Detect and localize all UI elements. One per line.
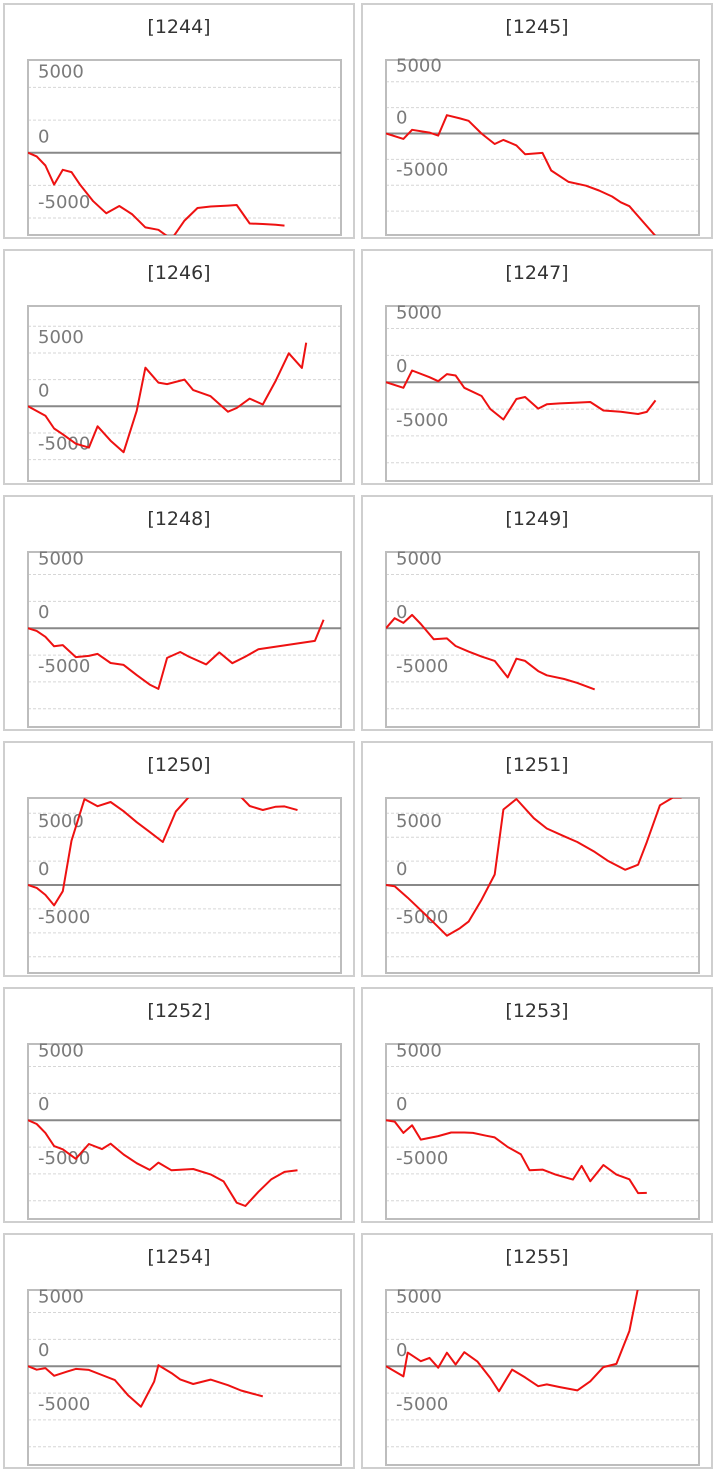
plot-frame <box>385 1043 700 1220</box>
plot-frame <box>27 551 342 728</box>
chart-title: [1253] <box>505 1000 569 1022</box>
plot-frame <box>27 1289 342 1466</box>
series-line <box>28 1119 298 1207</box>
line-chart: 5000 0 -5000 <box>27 797 342 974</box>
plot-frame <box>27 1043 342 1220</box>
chart-card: [1247] 5000 0 -5000 <box>361 249 713 485</box>
y-tick-label: 0 <box>38 859 49 880</box>
y-tick-label: 5000 <box>38 1287 84 1308</box>
chart-card: [1248] 5000 0 -5000 <box>3 495 355 731</box>
series-line <box>386 798 682 937</box>
series-line <box>28 1364 264 1408</box>
chart-card: [1253] 5000 0 -5000 <box>361 987 713 1223</box>
plot-frame <box>385 59 700 236</box>
series-line <box>28 151 285 235</box>
line-chart: 5000 0 -5000 <box>385 549 700 728</box>
series-line <box>28 798 298 907</box>
series-line <box>28 619 325 690</box>
y-tick-label: 0 <box>396 356 407 377</box>
y-tick-label: 0 <box>396 602 407 623</box>
y-tick-label: 5000 <box>38 1041 84 1062</box>
y-tick-label: -5000 <box>396 907 448 928</box>
line-chart: 5000 0 -5000 <box>27 1041 342 1220</box>
y-tick-label: -5000 <box>396 410 448 431</box>
chart-title: [1252] <box>147 1000 211 1022</box>
series-line <box>386 369 657 421</box>
chart-title: [1247] <box>505 262 569 284</box>
chart-card: [1245] 5000 0 -5000 <box>361 3 713 239</box>
y-tick-label: 5000 <box>396 811 442 832</box>
plot-frame <box>385 1289 700 1466</box>
y-tick-label: -5000 <box>38 1394 90 1415</box>
plot-frame <box>27 305 342 482</box>
plot-frame <box>385 551 700 728</box>
plot-frame <box>27 59 342 236</box>
line-chart: 5000 0 -5000 <box>385 56 700 236</box>
chart-card: [1252] 5000 0 -5000 <box>3 987 355 1223</box>
chart-card: [1246] 5000 0 -5000 <box>3 249 355 485</box>
line-chart: 5000 0 -5000 <box>27 59 342 236</box>
chart-card: [1255] 5000 0 -5000 <box>361 1233 713 1469</box>
chart-title: [1249] <box>505 508 569 530</box>
y-tick-label: -5000 <box>38 192 90 213</box>
series-line <box>386 1119 647 1195</box>
y-tick-label: 5000 <box>396 1041 442 1062</box>
y-tick-label: 0 <box>396 108 407 129</box>
y-tick-label: 5000 <box>38 811 84 832</box>
y-tick-label: 0 <box>396 1340 407 1361</box>
y-tick-label: -5000 <box>396 1148 448 1169</box>
y-tick-label: 5000 <box>38 327 84 348</box>
series-line <box>386 613 596 691</box>
y-tick-label: -5000 <box>38 907 90 928</box>
plot-frame <box>385 305 700 482</box>
y-tick-label: -5000 <box>38 1148 90 1169</box>
y-tick-label: -5000 <box>38 656 90 677</box>
y-tick-label: 0 <box>38 1094 49 1115</box>
line-chart: 5000 0 -5000 <box>27 305 342 482</box>
series-line <box>28 342 308 454</box>
y-tick-label: 0 <box>396 1094 407 1115</box>
line-chart: 5000 0 -5000 <box>385 797 700 974</box>
y-tick-label: 5000 <box>396 549 442 570</box>
y-tick-label: 0 <box>396 859 407 880</box>
chart-title: [1255] <box>505 1246 569 1268</box>
y-tick-label: 5000 <box>38 61 84 82</box>
y-tick-label: -5000 <box>396 656 448 677</box>
y-tick-label: 5000 <box>396 56 442 77</box>
series-line <box>386 114 665 235</box>
chart-title: [1254] <box>147 1246 211 1268</box>
chart-title: [1250] <box>147 754 211 776</box>
chart-card: [1254] 5000 0 -5000 <box>3 1233 355 1469</box>
y-tick-label: 0 <box>38 380 49 401</box>
chart-card: [1251] 5000 0 -5000 <box>361 741 713 977</box>
chart-title: [1246] <box>147 262 211 284</box>
y-tick-label: 5000 <box>396 1287 442 1308</box>
chart-card: [1244] 5000 0 -5000 <box>3 3 355 239</box>
y-tick-label: 0 <box>38 127 49 148</box>
y-tick-label: 0 <box>38 1340 49 1361</box>
chart-card: [1249] 5000 0 -5000 <box>361 495 713 731</box>
y-tick-label: -5000 <box>38 434 90 455</box>
y-tick-label: -5000 <box>396 1394 448 1415</box>
chart-title: [1251] <box>505 754 569 776</box>
chart-title: [1248] <box>147 508 211 530</box>
line-chart: 5000 0 -5000 <box>27 549 342 728</box>
line-chart: 5000 0 -5000 <box>385 1041 700 1220</box>
chart-title: [1245] <box>505 16 569 38</box>
line-chart: 5000 0 -5000 <box>385 1287 700 1466</box>
chart-title: [1244] <box>147 16 211 38</box>
chart-card: [1250] 5000 0 -5000 <box>3 741 355 977</box>
y-tick-label: 0 <box>38 602 49 623</box>
line-chart: 5000 0 -5000 <box>27 1287 342 1466</box>
y-tick-label: -5000 <box>396 159 448 180</box>
line-chart: 5000 0 -5000 <box>385 303 700 482</box>
y-tick-label: 5000 <box>396 303 442 324</box>
y-tick-label: 5000 <box>38 549 84 570</box>
series-line <box>386 1290 639 1393</box>
